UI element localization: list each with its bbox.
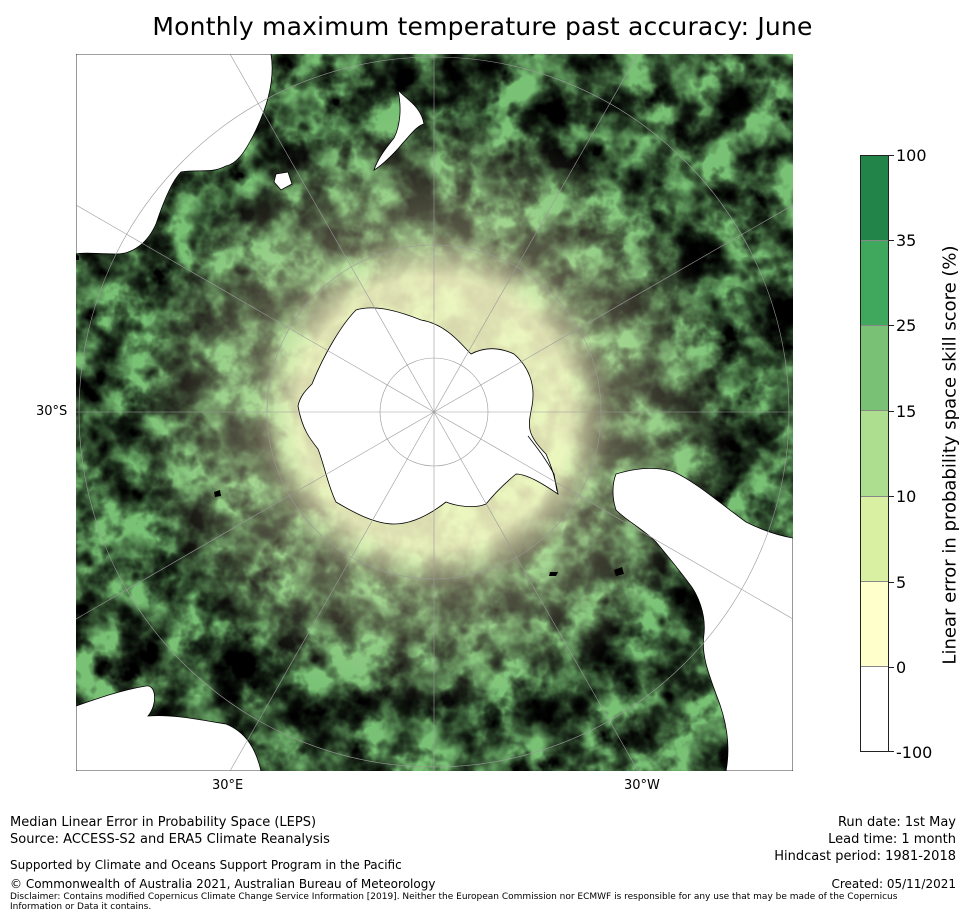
colorbar-segment-15-25 — [861, 326, 888, 412]
colorbar-tick — [889, 667, 894, 668]
footer-leps-line: Median Linear Error in Probability Space… — [10, 815, 317, 830]
map-title: Monthly maximum temperature past accurac… — [152, 12, 813, 41]
colorbar-label-10: 10 — [896, 487, 917, 506]
kerguelen — [214, 490, 221, 497]
graticule — [76, 54, 793, 771]
colorbar-label-25: 25 — [896, 316, 917, 335]
skill-score-map — [76, 54, 793, 771]
colorbar-segment-neg100-0 — [861, 666, 888, 751]
colorbar-label-100: 100 — [896, 146, 927, 165]
lead-time: Lead time: 1 month — [828, 832, 956, 847]
colorbar-tick — [889, 155, 894, 156]
colorbar — [860, 155, 889, 752]
south-america-landmass — [612, 468, 793, 771]
new-zealand-landmass — [373, 88, 425, 171]
created-date: Created: 05/11/2021 — [831, 877, 956, 891]
colorbar-segment-5-10 — [861, 496, 888, 582]
footer-support-line: Supported by Climate and Oceans Support … — [10, 858, 402, 872]
hindcast-period: Hindcast period: 1981-2018 — [774, 849, 956, 864]
colorbar-tick — [889, 240, 894, 241]
colorbar-segment-10-15 — [861, 411, 888, 497]
colorbar-tick — [889, 751, 894, 752]
footer-copyright: © Commonwealth of Australia 2021, Austra… — [10, 877, 436, 891]
colorbar-label-15: 15 — [896, 402, 917, 421]
colorbar-tick — [889, 325, 894, 326]
colorbar-tick — [889, 411, 894, 412]
colorbar-title: Linear error in probability space skill … — [939, 245, 961, 665]
south-georgia — [549, 572, 558, 576]
longitude-label-30w: 30°W — [624, 778, 660, 793]
footer-disclaimer: Disclaimer: Contains modified Copernicus… — [10, 892, 898, 912]
tasmania-landmass — [273, 171, 293, 191]
colorbar-label-5: 5 — [896, 573, 907, 592]
colorbar-label-0: 0 — [896, 658, 907, 677]
colorbar-segment-0-5 — [861, 581, 888, 667]
falkland-islands — [614, 567, 624, 576]
colorbar-segment-35-100 — [861, 156, 888, 242]
longitude-label-30e: 30°E — [212, 778, 244, 793]
colorbar-tick — [889, 496, 894, 497]
colorbar-label-neg100: -100 — [896, 743, 933, 762]
madagascar-edge — [76, 254, 79, 260]
antarctic-peninsula — [527, 435, 558, 492]
colorbar-tick — [889, 582, 894, 583]
latitude-label-30s: 30°S — [36, 404, 68, 419]
colorbar-segment-25-35 — [861, 241, 888, 327]
run-date: Run date: 1st May — [837, 815, 956, 830]
colorbar-label-35: 35 — [896, 231, 917, 250]
footer-source-line: Source: ACCESS-S2 and ERA5 Climate Reana… — [10, 832, 330, 847]
